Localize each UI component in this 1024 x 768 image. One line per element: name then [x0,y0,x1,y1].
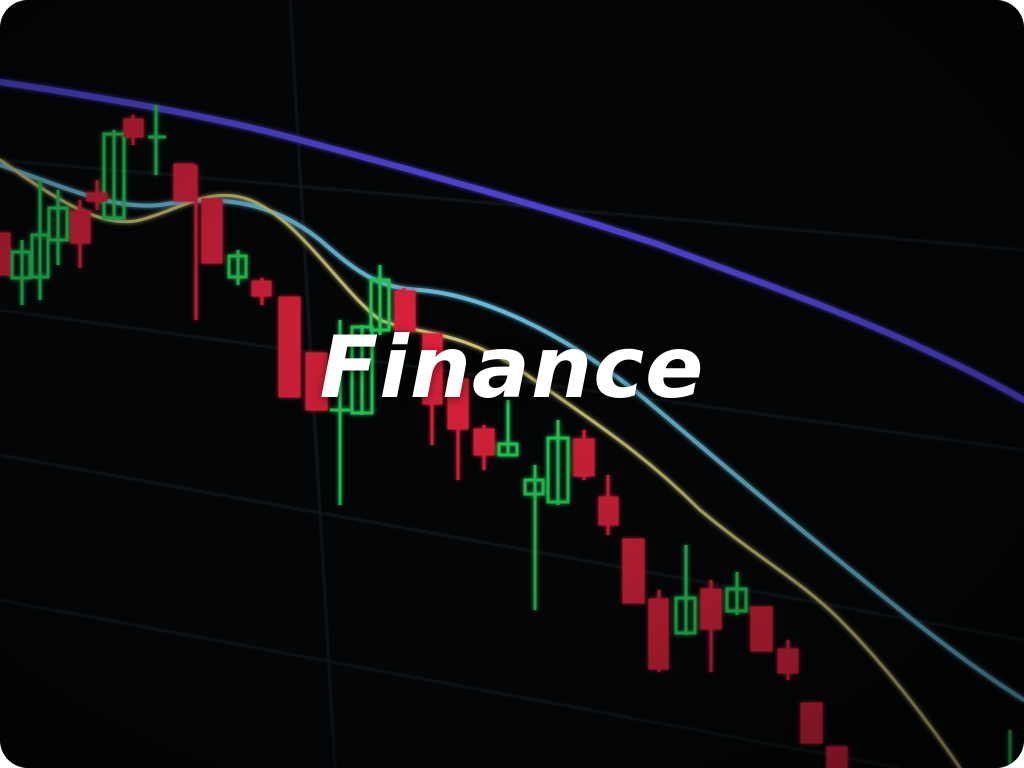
hero-title: Finance [319,318,705,418]
